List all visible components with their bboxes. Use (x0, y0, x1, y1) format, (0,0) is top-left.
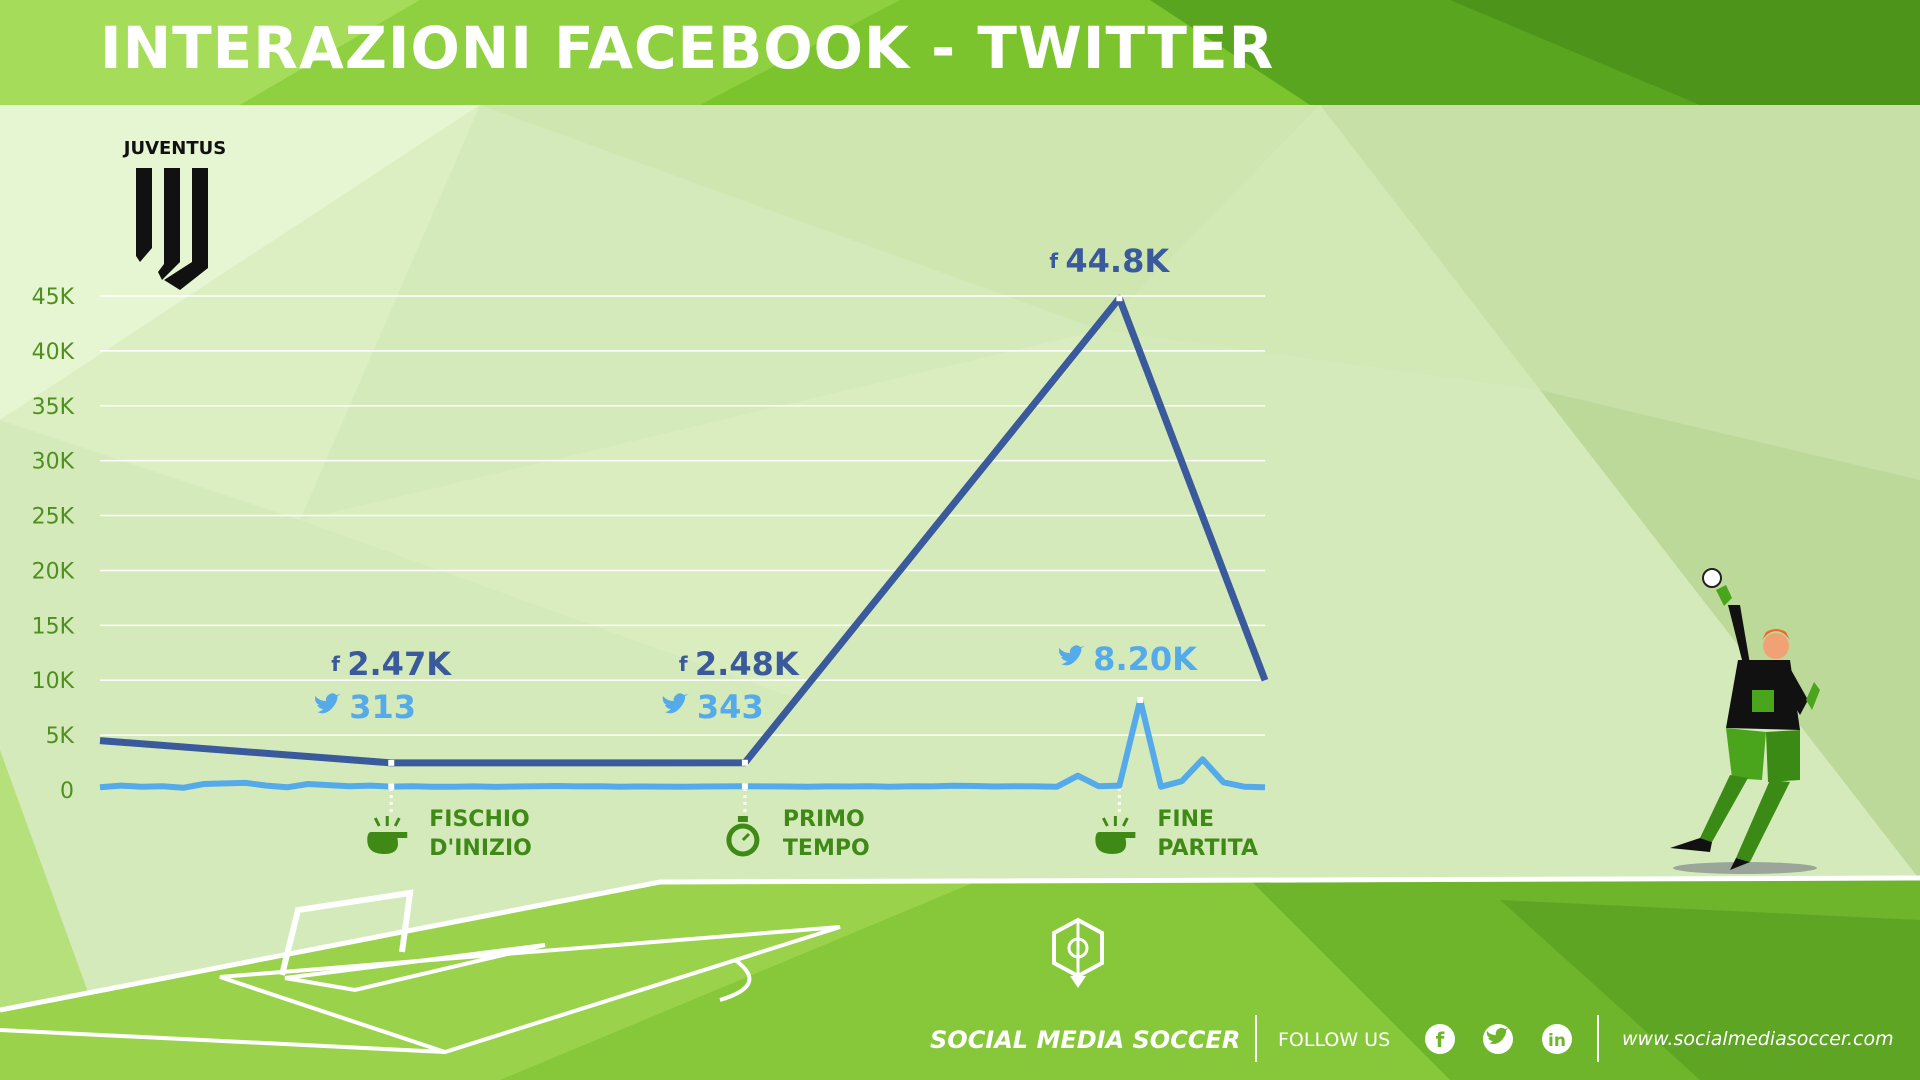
goalkeeper-illustration (1670, 568, 1820, 874)
data-label: 44.8K (1065, 242, 1170, 280)
svg-text:in: in (1548, 1031, 1566, 1051)
y-tick-label: 0 (60, 779, 74, 804)
data-label: 343 (697, 688, 764, 726)
social-twitter-icon[interactable] (1483, 1024, 1513, 1054)
data-point-marker (388, 759, 395, 766)
y-tick-label: 20K (32, 559, 75, 584)
data-label: 8.20K (1093, 640, 1198, 678)
y-tick-label: 40K (32, 340, 75, 365)
data-label: 2.48K (695, 645, 800, 683)
data-label: 313 (349, 688, 416, 726)
stopwatch-hand (741, 832, 750, 842)
y-tick-label: 25K (32, 505, 75, 530)
whistle-sound-lines (1102, 816, 1129, 827)
event-label-line2: D'INIZIO (429, 836, 532, 861)
svg-text:f: f (1436, 1028, 1445, 1052)
footer: SOCIAL MEDIA SOCCER FOLLOW US f in www.s… (930, 917, 1894, 1062)
social-facebook-icon[interactable]: f (1425, 1024, 1455, 1054)
data-point-marker (741, 759, 748, 766)
twitter-icon (1059, 645, 1086, 666)
page-title: INTERAZIONI FACEBOOK - TWITTER (100, 14, 1275, 82)
website-link[interactable]: www.socialmediasoccer.com (1622, 1028, 1894, 1050)
y-tick-label: 5K (46, 724, 75, 749)
event-label-line2: PARTITA (1157, 836, 1258, 861)
facebook-icon: f (679, 652, 688, 676)
event-label-line1: PRIMO (783, 807, 865, 832)
line-chart: 0 5K 10K 15K 20K 25K 30K 35K 40K 45K f 2.47K 313 f 2.4… (32, 242, 1269, 861)
twitter-series-line (99, 697, 1266, 791)
data-point-marker (741, 783, 748, 790)
y-tick-label: 30K (32, 450, 75, 475)
data-label: 2.47K (347, 645, 452, 683)
data-point-marker (1137, 696, 1144, 703)
stopwatch-icon (726, 823, 760, 857)
event-label-line1: FINE (1157, 807, 1214, 832)
ball-icon (1702, 568, 1722, 588)
stopwatch-crown (737, 816, 748, 822)
event-label-line2: TEMPO (783, 836, 870, 861)
facebook-icon: f (1049, 249, 1058, 273)
follow-us-label: FOLLOW US (1278, 1029, 1390, 1051)
club-logo: JUVENTUS (122, 138, 226, 290)
y-tick-label: 35K (32, 395, 75, 420)
data-point-marker (1116, 295, 1123, 302)
y-tick-label: 15K (32, 614, 75, 639)
twitter-icon (315, 693, 342, 714)
data-point-marker (388, 783, 395, 790)
facebook-icon: f (331, 652, 340, 676)
whistle-sound-lines (373, 816, 401, 827)
whistle-icon (1095, 832, 1136, 854)
social-linkedin-icon[interactable]: in (1542, 1024, 1572, 1054)
twitter-icon (662, 693, 689, 714)
event-label-line1: FISCHIO (429, 807, 530, 832)
y-tick-label: 10K (32, 669, 75, 694)
brand-logo-icon (1052, 917, 1104, 988)
club-name: JUVENTUS (122, 138, 226, 159)
whistle-icon (367, 832, 408, 854)
juventus-j-mark (136, 168, 208, 290)
brand-name: SOCIAL MEDIA SOCCER (930, 1026, 1240, 1054)
y-tick-label: 45K (32, 285, 75, 310)
header-band (0, 0, 1920, 105)
